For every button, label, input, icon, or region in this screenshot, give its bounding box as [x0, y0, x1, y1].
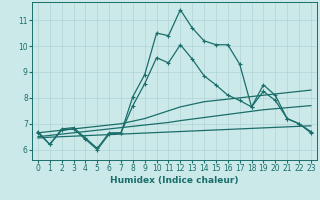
X-axis label: Humidex (Indice chaleur): Humidex (Indice chaleur) [110, 176, 239, 185]
